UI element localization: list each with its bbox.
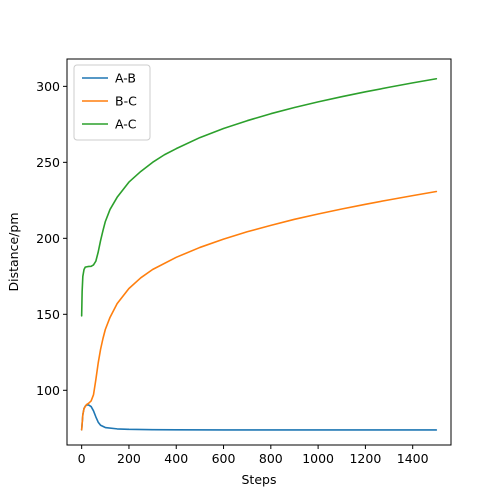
legend-box	[73, 64, 151, 141]
y-tick-label: 200	[36, 231, 60, 246]
legend-label-a-b: A-B	[115, 71, 136, 86]
y-tick-label: 250	[36, 155, 60, 170]
y-axis: 100 150 200 250 300	[36, 79, 67, 398]
series-line-a-c	[80, 77, 438, 317]
y-axis-title: Distance/pm	[6, 213, 21, 292]
x-axis-title: Steps	[242, 472, 277, 487]
x-tick-label: 400	[164, 451, 188, 466]
x-tick-label: 600	[212, 451, 236, 466]
y-tick-label: 150	[36, 307, 60, 322]
x-tick-label: 200	[117, 451, 141, 466]
legend-label-b-c: B-C	[115, 94, 137, 109]
x-axis: 0 200 400 600 800 1000 1200 1400	[78, 445, 429, 466]
x-tick-label: 1200	[349, 451, 381, 466]
legend-label-a-c: A-C	[115, 117, 137, 132]
x-tick-label: 0	[78, 451, 86, 466]
legend: A-B B-C A-C	[73, 64, 151, 141]
y-tick-label: 100	[36, 383, 60, 398]
x-tick-label: 800	[259, 451, 283, 466]
series-line-a-b	[80, 404, 438, 431]
x-tick-label: 1000	[302, 451, 334, 466]
series-line-b-c	[80, 190, 438, 431]
x-tick-label: 1400	[397, 451, 429, 466]
plot-frame	[66, 58, 452, 446]
series-layer	[80, 77, 438, 431]
y-tick-label: 300	[36, 79, 60, 94]
